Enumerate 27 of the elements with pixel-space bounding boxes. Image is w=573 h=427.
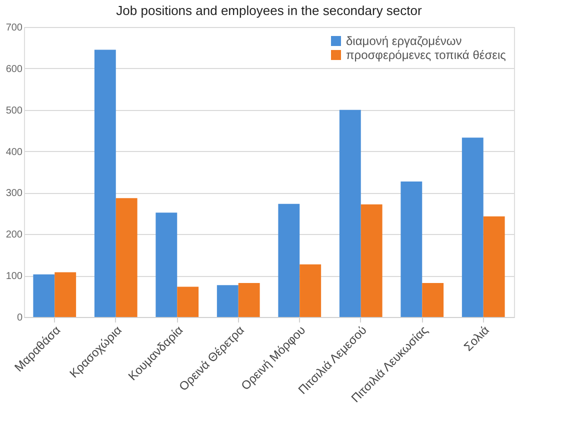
bar	[216, 285, 238, 317]
bar	[422, 283, 444, 317]
bar	[156, 212, 178, 317]
y-tick-label: 700	[6, 22, 23, 34]
bar	[483, 216, 505, 317]
bar	[400, 182, 422, 317]
y-tick-label: 100	[6, 271, 23, 282]
bar	[116, 198, 138, 317]
y-tick-label: 200	[6, 230, 23, 241]
y-tick-label: 0	[16, 312, 23, 324]
bar	[300, 264, 322, 317]
bar	[278, 204, 300, 317]
y-tick-label: 600	[6, 64, 23, 75]
y-tick-label: 300	[6, 188, 23, 200]
legend-label: διαμονή εργαζομένων	[346, 34, 462, 48]
y-tick-label: 400	[6, 146, 23, 158]
y-tick-label: 500	[6, 105, 23, 116]
bar	[339, 110, 361, 317]
bar	[238, 283, 260, 317]
bar	[33, 274, 55, 317]
bar	[94, 50, 116, 317]
chart-title: Job positions and employees in the secondary sector	[116, 3, 423, 18]
bar	[462, 138, 484, 317]
bar	[360, 204, 382, 317]
bar	[54, 272, 76, 317]
legend-label: προσφερόμενες τοπικά θέσεις	[346, 48, 506, 62]
bar	[177, 286, 199, 317]
